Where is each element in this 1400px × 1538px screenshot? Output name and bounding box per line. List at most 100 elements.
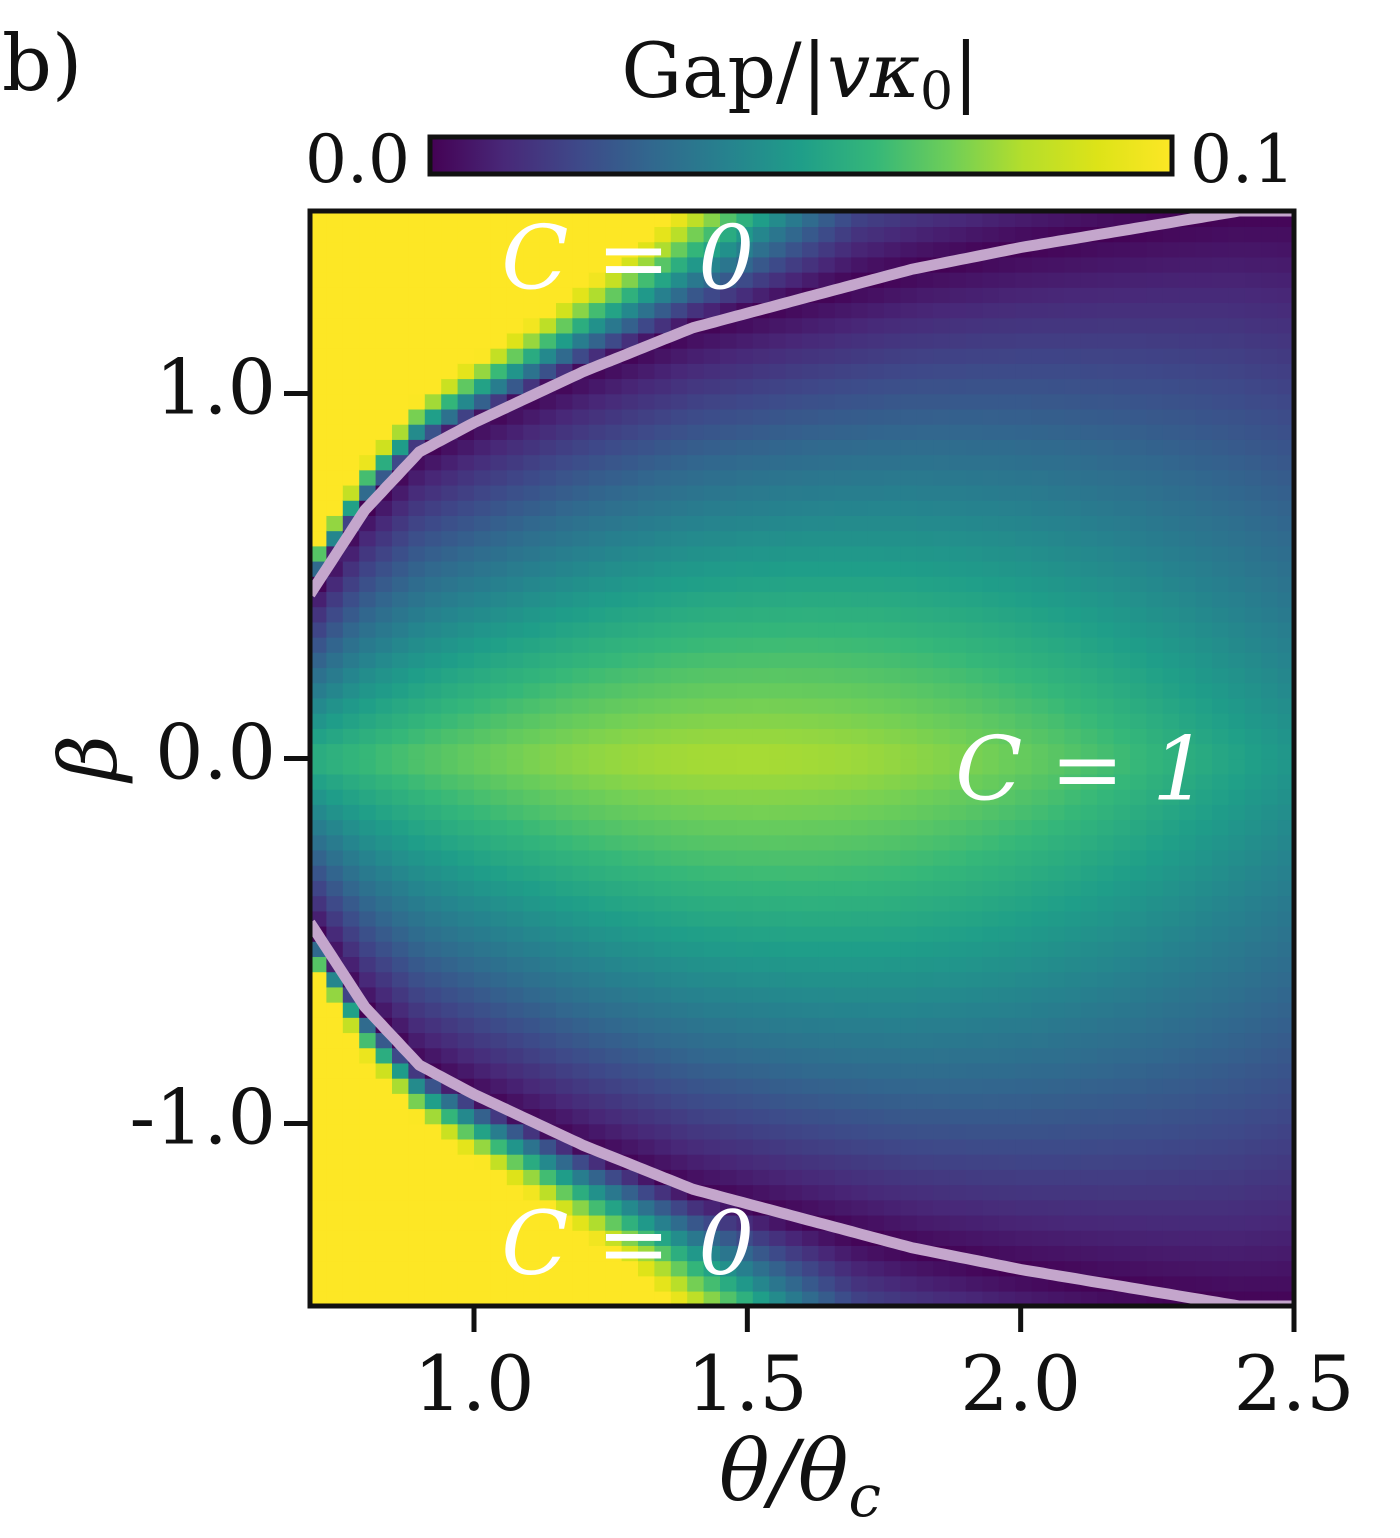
heatmap-cell xyxy=(900,484,918,501)
y-axis-ticks: 1.00.0-1.0 xyxy=(129,343,310,1162)
heatmap-cell xyxy=(506,1062,524,1079)
heatmap-cell xyxy=(900,302,918,319)
heatmap-cell xyxy=(982,1108,1000,1125)
heatmap-cell xyxy=(457,1184,475,1201)
heatmap-cell xyxy=(1179,1062,1197,1079)
heatmap-cell xyxy=(1113,895,1131,912)
heatmap-cell xyxy=(998,484,1016,501)
heatmap-cell xyxy=(752,530,770,547)
heatmap-cell xyxy=(490,226,508,243)
heatmap-cell xyxy=(654,925,672,942)
heatmap-cell xyxy=(867,1184,885,1201)
heatmap-cell xyxy=(539,1229,557,1246)
heatmap-cell xyxy=(1277,1214,1294,1231)
heatmap-cell xyxy=(867,454,885,471)
heatmap-cell xyxy=(1244,636,1262,653)
heatmap-cell xyxy=(408,773,426,790)
heatmap-cell xyxy=(572,743,590,760)
heatmap-cell xyxy=(621,728,639,745)
heatmap-cell xyxy=(375,788,393,805)
heatmap-cell xyxy=(720,1275,738,1292)
heatmap-cell xyxy=(359,439,377,456)
heatmap-cell xyxy=(1064,880,1082,897)
heatmap-cell xyxy=(572,621,590,638)
heatmap-cell xyxy=(474,545,492,562)
heatmap-cell xyxy=(1212,439,1230,456)
heatmap-cell xyxy=(621,652,639,669)
heatmap-cell xyxy=(1097,1199,1115,1216)
heatmap-cell xyxy=(1064,971,1082,988)
heatmap-cell xyxy=(523,880,541,897)
heatmap-cell xyxy=(818,515,836,532)
heatmap-cell xyxy=(1261,1275,1279,1292)
heatmap-cell xyxy=(490,606,508,623)
heatmap-cell xyxy=(359,378,377,395)
heatmap-cell xyxy=(949,1138,967,1155)
heatmap-cell xyxy=(588,636,606,653)
heatmap-cell xyxy=(1146,849,1164,866)
heatmap-cell xyxy=(785,423,803,440)
heatmap-cell xyxy=(539,941,557,958)
heatmap-cell xyxy=(1064,667,1082,684)
heatmap-cell xyxy=(1080,712,1098,729)
heatmap-cell xyxy=(916,1047,934,1064)
heatmap-cell xyxy=(884,302,902,319)
heatmap-cell xyxy=(1031,1199,1049,1216)
heatmap-cell xyxy=(408,697,426,714)
heatmap-cell xyxy=(966,439,984,456)
heatmap-cell xyxy=(654,317,672,334)
heatmap-cell xyxy=(326,1077,344,1094)
heatmap-cell xyxy=(1031,910,1049,927)
heatmap-cell xyxy=(1244,1153,1262,1170)
heatmap-cell xyxy=(982,986,1000,1003)
heatmap-cell xyxy=(949,317,967,334)
heatmap-cell xyxy=(654,515,672,532)
heatmap-cell xyxy=(933,986,951,1003)
heatmap-cell xyxy=(424,499,442,516)
heatmap-cell xyxy=(490,849,508,866)
heatmap-cell xyxy=(474,1123,492,1140)
heatmap-cell xyxy=(1080,621,1098,638)
heatmap-cell xyxy=(720,880,738,897)
heatmap-cell xyxy=(621,423,639,440)
heatmap-cell xyxy=(720,1077,738,1094)
heatmap-cell xyxy=(785,530,803,547)
heatmap-cell xyxy=(457,469,475,486)
colorbar-label: Gap/|vκ0| xyxy=(621,26,978,122)
heatmap-cell xyxy=(802,712,820,729)
heatmap-cell xyxy=(916,1062,934,1079)
heatmap-cell xyxy=(474,363,492,380)
heatmap-cell xyxy=(687,834,705,851)
heatmap-cell xyxy=(851,971,869,988)
heatmap-cell xyxy=(998,712,1016,729)
heatmap-cell xyxy=(1048,1184,1066,1201)
heatmap-cell xyxy=(1277,1032,1294,1049)
heatmap-cell xyxy=(998,956,1016,973)
heatmap-cell xyxy=(523,1229,541,1246)
heatmap-cell xyxy=(884,1290,902,1306)
heatmap-cell xyxy=(539,545,557,562)
heatmap-cell xyxy=(1244,545,1262,562)
heatmap-cell xyxy=(424,576,442,593)
heatmap-cell xyxy=(818,667,836,684)
heatmap-cell xyxy=(1080,1184,1098,1201)
heatmap-cell xyxy=(539,1138,557,1155)
heatmap-cell xyxy=(1195,1093,1213,1110)
heatmap-cell xyxy=(966,986,984,1003)
heatmap-cell xyxy=(342,758,360,775)
heatmap-cell xyxy=(982,941,1000,958)
heatmap-cell xyxy=(1130,1062,1148,1079)
heatmap-cell xyxy=(1031,606,1049,623)
heatmap-cell xyxy=(752,1032,770,1049)
heatmap-cell xyxy=(1162,1017,1180,1034)
heatmap-cell xyxy=(375,499,393,516)
heatmap-cell xyxy=(1130,971,1148,988)
heatmap-cell xyxy=(949,378,967,395)
heatmap-cell xyxy=(998,423,1016,440)
heatmap-cell xyxy=(1195,302,1213,319)
heatmap-cell xyxy=(884,880,902,897)
heatmap-cell xyxy=(884,1214,902,1231)
heatmap-cell xyxy=(720,211,738,228)
heatmap-cell xyxy=(818,910,836,927)
heatmap-cell xyxy=(441,1047,459,1064)
